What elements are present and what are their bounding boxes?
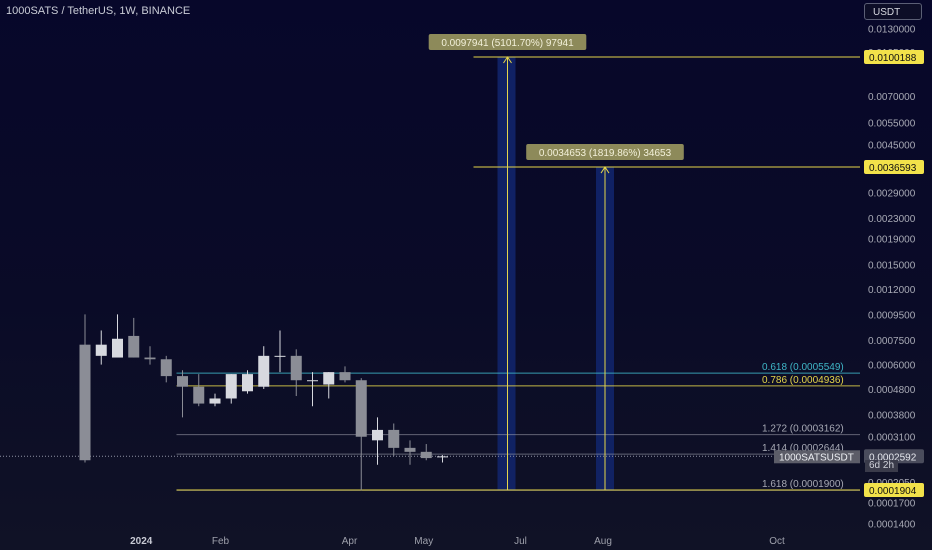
y-tick-label: 0.0130000 <box>868 25 916 36</box>
symbol-tag-box <box>774 450 860 464</box>
candle-body <box>290 355 302 381</box>
y-tick-label: 0.0006000 <box>868 361 916 372</box>
y-tick-label: 0.0070000 <box>868 92 916 103</box>
candle-body <box>388 429 400 448</box>
candle-body <box>420 451 432 459</box>
x-tick-label: Feb <box>212 536 230 547</box>
candle-body <box>258 355 270 387</box>
currency-button[interactable]: USDT <box>864 3 922 20</box>
projection-label: 0.0097941 (5101.70%) 97941 <box>441 38 574 49</box>
projection-arrowhead <box>503 56 512 64</box>
candle-body <box>225 374 237 399</box>
candle-body <box>144 357 156 360</box>
candle-body <box>79 344 91 461</box>
x-tick-label: Aug <box>594 536 612 547</box>
candle-body <box>355 380 367 437</box>
y-tick-label: 0.0009500 <box>868 310 916 321</box>
y-tick-label: 0.0055000 <box>868 119 916 130</box>
y-tick-label: 0.0004800 <box>868 385 916 396</box>
candle-body <box>128 335 140 358</box>
symbol-title: 1000SATS / TetherUS, 1W, BINANCE <box>6 5 191 17</box>
y-tick-label: 0.0001700 <box>868 498 916 509</box>
candle-body <box>339 372 351 381</box>
candle-body <box>437 456 448 458</box>
candle-body <box>307 380 318 382</box>
y-tick-label: 0.0012000 <box>868 285 916 296</box>
projection-label-box <box>526 144 684 161</box>
candle-body <box>160 359 172 377</box>
fib-level-label: 0.786 (0.0004936) <box>762 375 844 386</box>
price-tag-label: 0.0036593 <box>869 163 917 174</box>
candle-body <box>372 429 383 441</box>
x-tick-label: 2024 <box>130 536 153 547</box>
y-tick-label: 0.0015000 <box>868 260 916 271</box>
price-tag-label: 0.0002592 <box>869 452 917 463</box>
y-tick-label: 0.0045000 <box>868 140 916 151</box>
x-tick-label: Oct <box>769 536 785 547</box>
candle-body <box>209 398 221 404</box>
y-tick-label: 0.0003800 <box>868 410 916 421</box>
y-tick-label: 0.0029000 <box>868 188 916 199</box>
fib-level-label: 1.272 (0.0003162) <box>762 424 844 435</box>
projection-zone <box>497 57 516 490</box>
candle-body <box>193 386 205 404</box>
y-tick-label: 0.0007500 <box>868 336 916 347</box>
projection-label-box <box>428 34 587 50</box>
fib-level-label: 1.414 (0.0002644) <box>762 443 844 454</box>
fib-level-label: 0.618 (0.0005549) <box>762 362 844 373</box>
y-tick-label: 0.0023000 <box>868 214 916 225</box>
fib-level-label: 1.618 (0.0001900) <box>762 479 844 490</box>
price-tag-box <box>864 449 924 464</box>
candle-body <box>242 374 253 392</box>
bar-countdown: 6d 2h <box>865 460 899 472</box>
x-tick-label: Jul <box>514 536 527 547</box>
price-tag-label: 0.0001904 <box>869 486 917 497</box>
candle-body <box>323 372 335 385</box>
candle-body <box>112 338 123 358</box>
x-tick-label: May <box>414 536 433 547</box>
symbol-tag: 1000SATSUSDT <box>779 452 854 463</box>
candle-body <box>177 376 188 387</box>
price-tag-box <box>864 483 924 497</box>
projection-arrowhead <box>600 166 610 174</box>
projection-label: 0.0034653 (1819.86%) 34653 <box>539 148 672 159</box>
y-tick-label: 0.0003100 <box>868 433 916 444</box>
price-tag-label: 0.0100188 <box>869 53 917 64</box>
y-tick-label: 0.0019000 <box>868 235 916 246</box>
price-tag-box <box>864 50 924 64</box>
y-tick-label: 0.0001400 <box>868 520 916 531</box>
candle-body <box>95 344 107 356</box>
candle-body <box>274 355 286 357</box>
price-tag-box <box>864 160 924 175</box>
candle-body <box>404 447 416 452</box>
x-tick-label: Apr <box>342 536 358 547</box>
